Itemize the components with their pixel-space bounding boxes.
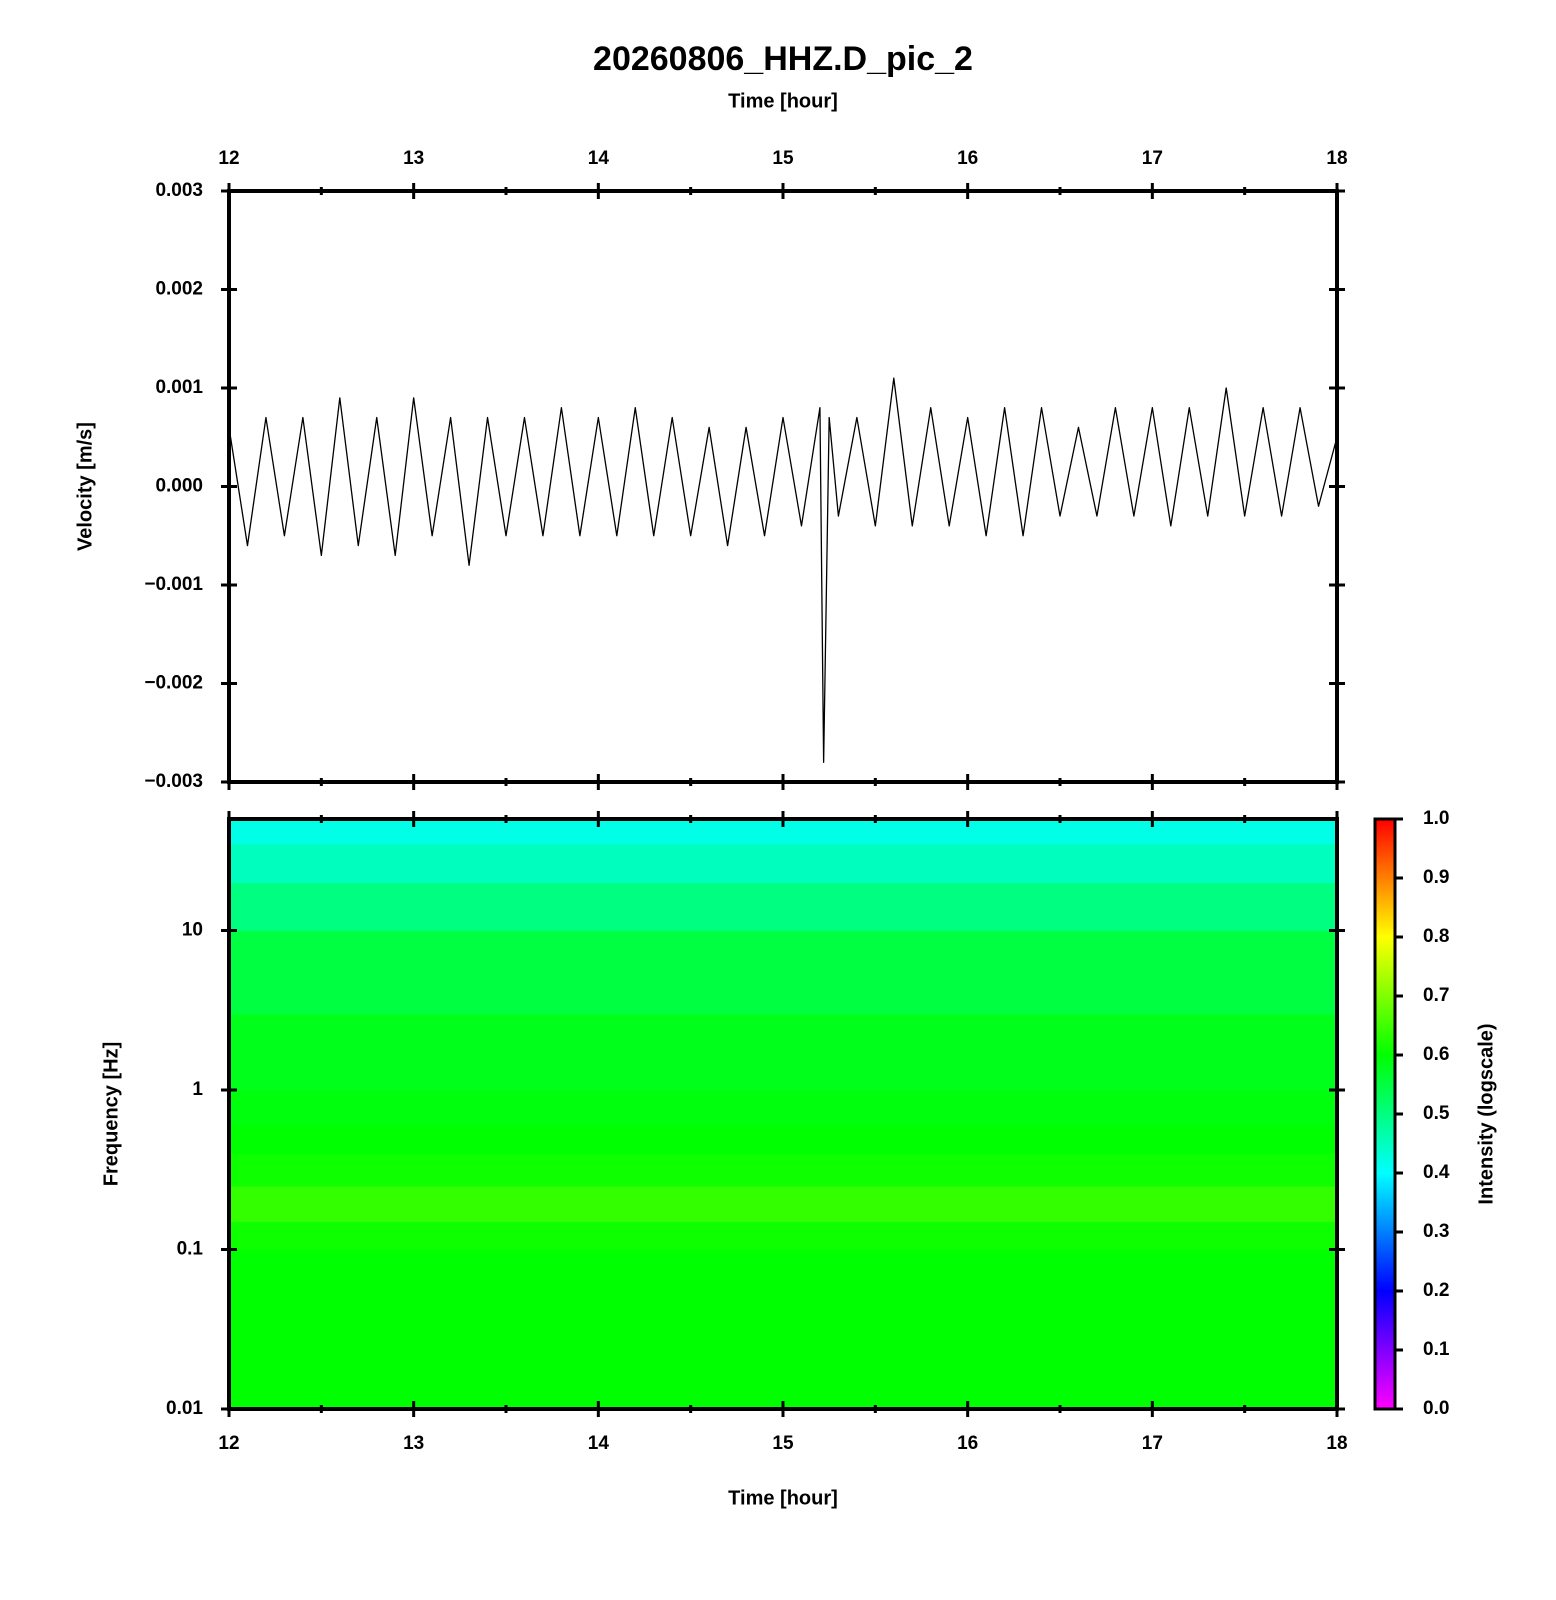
y-tick-label: 0.1 [177,1239,204,1260]
heatmap-cell [229,1249,1337,1334]
y-tick-label: −0.002 [144,673,203,694]
colorbar-label: Intensity (logscale) [1475,1023,1497,1204]
heatmap-cell [229,882,1337,931]
heatmap-cell [229,1332,1337,1410]
colorbar-tick-label: 0.8 [1423,926,1449,947]
x-tick-label: 17 [1142,148,1163,169]
colorbar-tick-label: 0.3 [1423,1221,1449,1242]
x-tick-label: 13 [403,1433,424,1454]
colorbar-tick-label: 0.1 [1423,1339,1450,1360]
y-tick-label: 10 [182,920,203,941]
plot-frame [227,189,1339,784]
colorbar-tick-label: 0.7 [1423,985,1449,1006]
y-tick-label: 0.002 [155,279,203,300]
heatmap-cell [229,1013,1337,1091]
x-tick-label: 18 [1326,148,1347,169]
x-tick-label: 12 [218,1433,239,1454]
colorbar-tick-label: 0.5 [1423,1103,1450,1124]
y-tick-label: 0.003 [155,180,203,201]
x-tick-label: 17 [1142,1433,1163,1454]
x-axis-label: Time [hour] [728,1487,838,1509]
y-tick-label: 0.01 [166,1398,203,1419]
x-tick-label: 15 [772,1433,794,1454]
y-tick-label: 0.000 [155,476,203,497]
heatmap-cell [229,843,1337,883]
y-tick-label: 1 [192,1079,203,1100]
heatmap-cell [229,1153,1337,1187]
colorbar-tick-label: 0.2 [1423,1280,1449,1301]
x-tick-label: 18 [1326,1433,1347,1454]
x-tick-label: 14 [588,1433,610,1454]
y-axis-label: Velocity [m/s] [74,422,96,551]
x-axis-label: Time [hour] [728,90,838,112]
x-tick-label: 16 [957,1433,978,1454]
x-tick-label: 16 [957,148,978,169]
colorbar-tick-label: 0.9 [1423,867,1449,888]
colorbar-tick-label: 0.6 [1423,1044,1449,1065]
x-tick-label: 15 [772,148,794,169]
colorbar-tick-label: 0.0 [1423,1398,1449,1419]
waveform [228,377,1338,763]
heatmap-cell [229,1186,1337,1222]
y-axis-label: Frequency [Hz] [100,1042,122,1186]
y-tick-label: −0.003 [144,771,203,792]
x-tick-label: 14 [588,148,610,169]
colorbar [1373,817,1397,1411]
y-tick-label: −0.001 [144,574,203,595]
colorbar-tick-label: 1.0 [1423,808,1449,829]
heatmap-cell [229,1089,1337,1126]
heatmap-cell [229,1125,1337,1154]
x-tick-label: 12 [218,148,239,169]
chart-title: 20260806_HHZ.D_pic_2 [593,40,973,78]
x-tick-label: 13 [403,148,424,169]
heatmap-cell [229,1221,1337,1250]
colorbar-tick-label: 0.4 [1423,1162,1450,1183]
heatmap-cell [229,930,1337,1015]
y-tick-label: 0.001 [155,377,203,398]
